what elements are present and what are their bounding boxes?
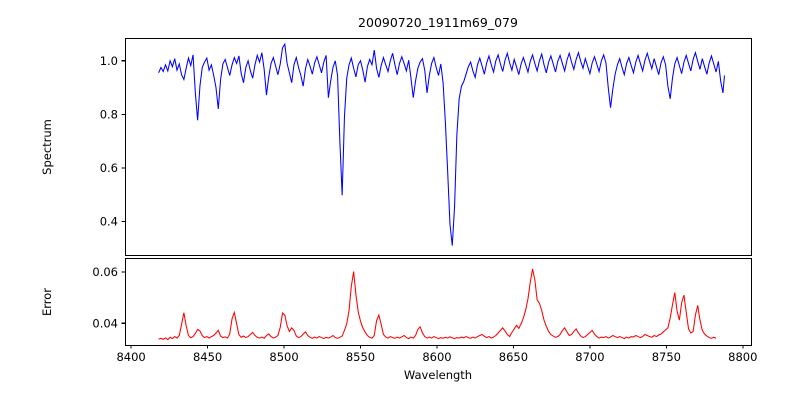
error-x-ticks — [130, 345, 744, 349]
error-panel: 0.04 0.06 8400 8450 8500 8550 8600 8650 8700 875… — [40, 257, 757, 382]
error-y-tick-labels: 0.04 0.06 — [92, 265, 118, 330]
spectrum-panel: 0.4 0.6 0.8 1.0 Spectrum — [40, 37, 753, 257]
page-title: 20090720_1911m69_079 — [358, 15, 518, 30]
spectrum-y-axis-label: Spectrum — [40, 119, 54, 175]
x-tick-label: 8500 — [269, 350, 298, 364]
spectrum-axes-frame — [124, 37, 753, 257]
x-tick-label: 8450 — [193, 350, 222, 364]
error-y-tick-label: 0.06 — [92, 265, 118, 279]
error-y-ticks — [121, 271, 125, 324]
x-tick-label: 8750 — [652, 350, 681, 364]
x-tick-label: 8550 — [346, 350, 375, 364]
spectrum-y-tick-label: 0.4 — [100, 215, 118, 229]
spectrum-y-tick-label: 0.8 — [100, 107, 118, 121]
x-tick-label: 8650 — [499, 350, 528, 364]
spectrum-y-tick-label: 0.6 — [100, 161, 118, 175]
error-y-tick-label: 0.04 — [92, 316, 118, 330]
x-tick-label: 8800 — [728, 350, 757, 364]
spectrum-y-tick-labels: 0.4 0.6 0.8 1.0 — [100, 54, 118, 229]
error-x-tick-labels: 8400 8450 8500 8550 8600 8650 8700 8750 8800 — [116, 350, 757, 364]
x-tick-label: 8700 — [575, 350, 604, 364]
x-axis-label: Wavelength — [404, 368, 472, 382]
error-line-series — [158, 268, 717, 341]
x-tick-label: 8600 — [422, 350, 451, 364]
spectrum-y-ticks — [121, 60, 125, 223]
spectrum-y-tick-label: 1.0 — [100, 54, 118, 68]
error-y-axis-label: Error — [40, 288, 54, 316]
error-axes-frame — [124, 257, 753, 347]
spectrum-line-series — [158, 42, 725, 246]
x-tick-label: 8400 — [116, 350, 145, 364]
